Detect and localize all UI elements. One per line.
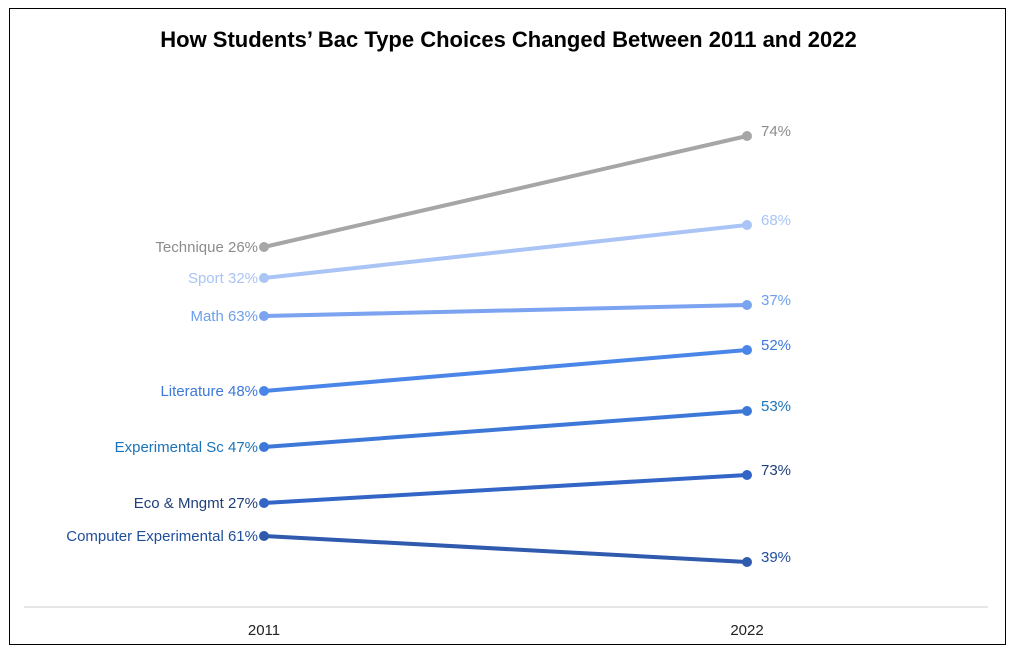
x-tick-label-2011: 2011: [248, 622, 280, 639]
start-label-sport: Sport 32%: [188, 270, 258, 287]
point-literature-2022: [742, 345, 752, 355]
point-eco-mngmt-2011: [259, 498, 269, 508]
start-label-eco-mngmt: Eco & Mngmt 27%: [134, 495, 258, 512]
start-label-math: Math 63%: [190, 308, 258, 325]
end-label-eco-mngmt: 73%: [761, 462, 791, 479]
end-label-math: 37%: [761, 292, 791, 309]
point-computer-experimental-2022: [742, 557, 752, 567]
start-label-experimental-sc: Experimental Sc 47%: [115, 439, 258, 456]
series-line-eco-mngmt: [262, 473, 749, 505]
series-line-sport: [262, 223, 749, 280]
point-technique-2011: [259, 242, 269, 252]
point-computer-experimental-2011: [259, 531, 269, 541]
end-label-literature: 52%: [761, 337, 791, 354]
chart-title: How Students’ Bac Type Choices Changed B…: [160, 27, 857, 52]
series-line-literature: [262, 348, 749, 393]
series-line-computer-experimental: [262, 534, 749, 564]
chart-frame: How Students’ Bac Type Choices Changed B…: [9, 8, 1006, 645]
point-sport-2022: [742, 220, 752, 230]
point-experimental-sc-2022: [742, 406, 752, 416]
point-sport-2011: [259, 273, 269, 283]
series-line-technique: [262, 134, 749, 249]
start-label-computer-experimental: Computer Experimental 61%: [66, 528, 258, 545]
end-label-experimental-sc: 53%: [761, 398, 791, 415]
point-eco-mngmt-2022: [742, 470, 752, 480]
x-tick-label-2022: 2022: [730, 622, 763, 639]
end-label-sport: 68%: [761, 212, 791, 229]
series-line-experimental-sc: [262, 409, 749, 449]
start-label-technique: Technique 26%: [155, 239, 258, 256]
end-label-computer-experimental: 39%: [761, 549, 791, 566]
point-experimental-sc-2011: [259, 442, 269, 452]
point-literature-2011: [259, 386, 269, 396]
start-label-literature: Literature 48%: [160, 383, 258, 400]
point-math-2011: [259, 311, 269, 321]
point-math-2022: [742, 300, 752, 310]
series-line-math: [262, 303, 749, 318]
point-technique-2022: [742, 131, 752, 141]
end-label-technique: 74%: [761, 123, 791, 140]
